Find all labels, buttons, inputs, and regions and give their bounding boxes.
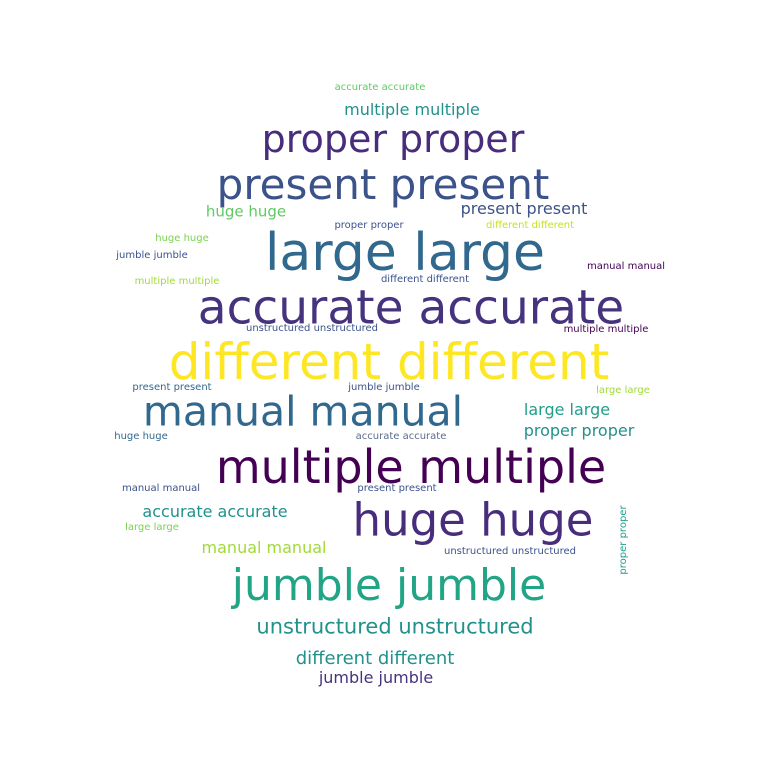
- word: different different: [380, 274, 470, 285]
- word: proper proper: [523, 421, 635, 440]
- word: jumble jumble: [348, 382, 420, 393]
- word: huge huge: [114, 431, 168, 442]
- word: different different: [295, 648, 455, 669]
- word: manual manual: [121, 483, 201, 494]
- word: accurate accurate: [197, 280, 625, 336]
- word: large large: [264, 223, 546, 283]
- word: different different: [168, 333, 610, 391]
- word: manual manual: [586, 261, 666, 272]
- word: jumble jumble: [231, 560, 547, 611]
- word: unstructured unstructured: [246, 323, 378, 334]
- word: manual manual: [142, 387, 464, 436]
- word: multiple multiple: [563, 324, 649, 335]
- word: jumble jumble: [116, 250, 188, 261]
- word: accurate accurate: [355, 431, 447, 442]
- word: proper proper: [618, 505, 629, 575]
- word: accurate accurate: [334, 82, 426, 93]
- word: large large: [125, 522, 179, 533]
- word: huge huge: [155, 233, 209, 244]
- word: huge huge: [352, 493, 594, 547]
- word: manual manual: [201, 538, 327, 557]
- word: different different: [485, 220, 575, 231]
- word: proper proper: [261, 117, 525, 161]
- word: unstructured unstructured: [444, 546, 576, 557]
- word: unstructured unstructured: [256, 614, 534, 639]
- word: multiple multiple: [344, 100, 480, 119]
- word: present present: [460, 199, 588, 218]
- word: jumble jumble: [318, 668, 434, 687]
- word: accurate accurate: [142, 502, 288, 521]
- word: multiple multiple: [134, 276, 220, 287]
- word: multiple multiple: [215, 440, 607, 494]
- word: present present: [216, 160, 550, 209]
- word: large large: [596, 385, 650, 396]
- word: present present: [132, 382, 212, 393]
- word: huge huge: [205, 202, 287, 221]
- word: present present: [357, 483, 437, 494]
- word: proper proper: [334, 220, 404, 231]
- word: large large: [523, 400, 611, 419]
